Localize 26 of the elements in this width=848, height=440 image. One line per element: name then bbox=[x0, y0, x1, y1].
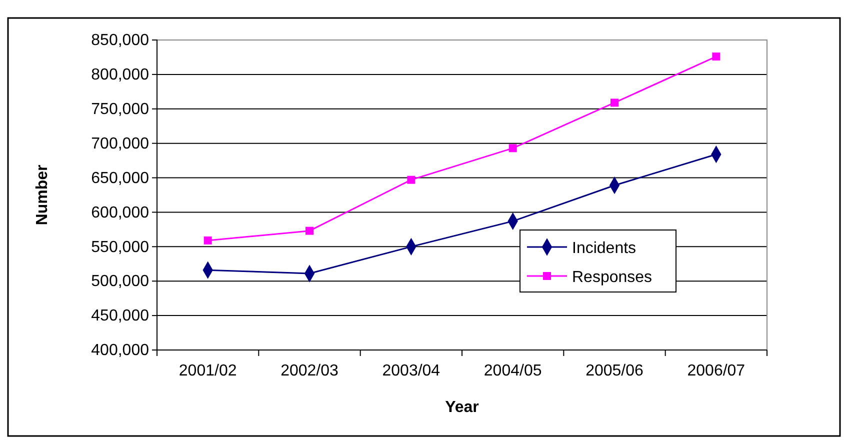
y-tick-label: 700,000 bbox=[91, 135, 150, 152]
point bbox=[306, 226, 314, 235]
legend-label: Responses bbox=[572, 269, 652, 286]
legend-label: Incidents bbox=[572, 240, 636, 257]
y-tick-label: 400,000 bbox=[91, 342, 150, 360]
x-tick-label: 2006/07 bbox=[687, 362, 746, 380]
x-tick-label: 2004/05 bbox=[484, 362, 542, 380]
point bbox=[407, 176, 416, 184]
y-tick-label: 650,000 bbox=[91, 170, 150, 187]
y-tick-label: 850,000 bbox=[91, 32, 150, 50]
point bbox=[508, 144, 517, 152]
point bbox=[204, 236, 212, 244]
x-tick-label: 2001/02 bbox=[178, 362, 237, 380]
y-tick-label: 550,000 bbox=[91, 238, 150, 256]
x-axis-title: Year bbox=[445, 399, 479, 416]
x-tick-label: 2002/03 bbox=[280, 362, 339, 380]
point bbox=[610, 98, 618, 107]
y-tick-label: 600,000 bbox=[91, 204, 150, 222]
y-tick-label: 750,000 bbox=[91, 101, 150, 118]
y-axis-title: Number bbox=[34, 164, 51, 226]
x-tick-label: 2005/06 bbox=[586, 362, 644, 380]
point bbox=[712, 52, 720, 61]
y-tick-label: 800,000 bbox=[91, 66, 150, 84]
x-tick-label: 2003/04 bbox=[382, 362, 440, 380]
y-tick-label: 450,000 bbox=[91, 308, 150, 325]
y-tick-label: 500,000 bbox=[91, 273, 150, 290]
